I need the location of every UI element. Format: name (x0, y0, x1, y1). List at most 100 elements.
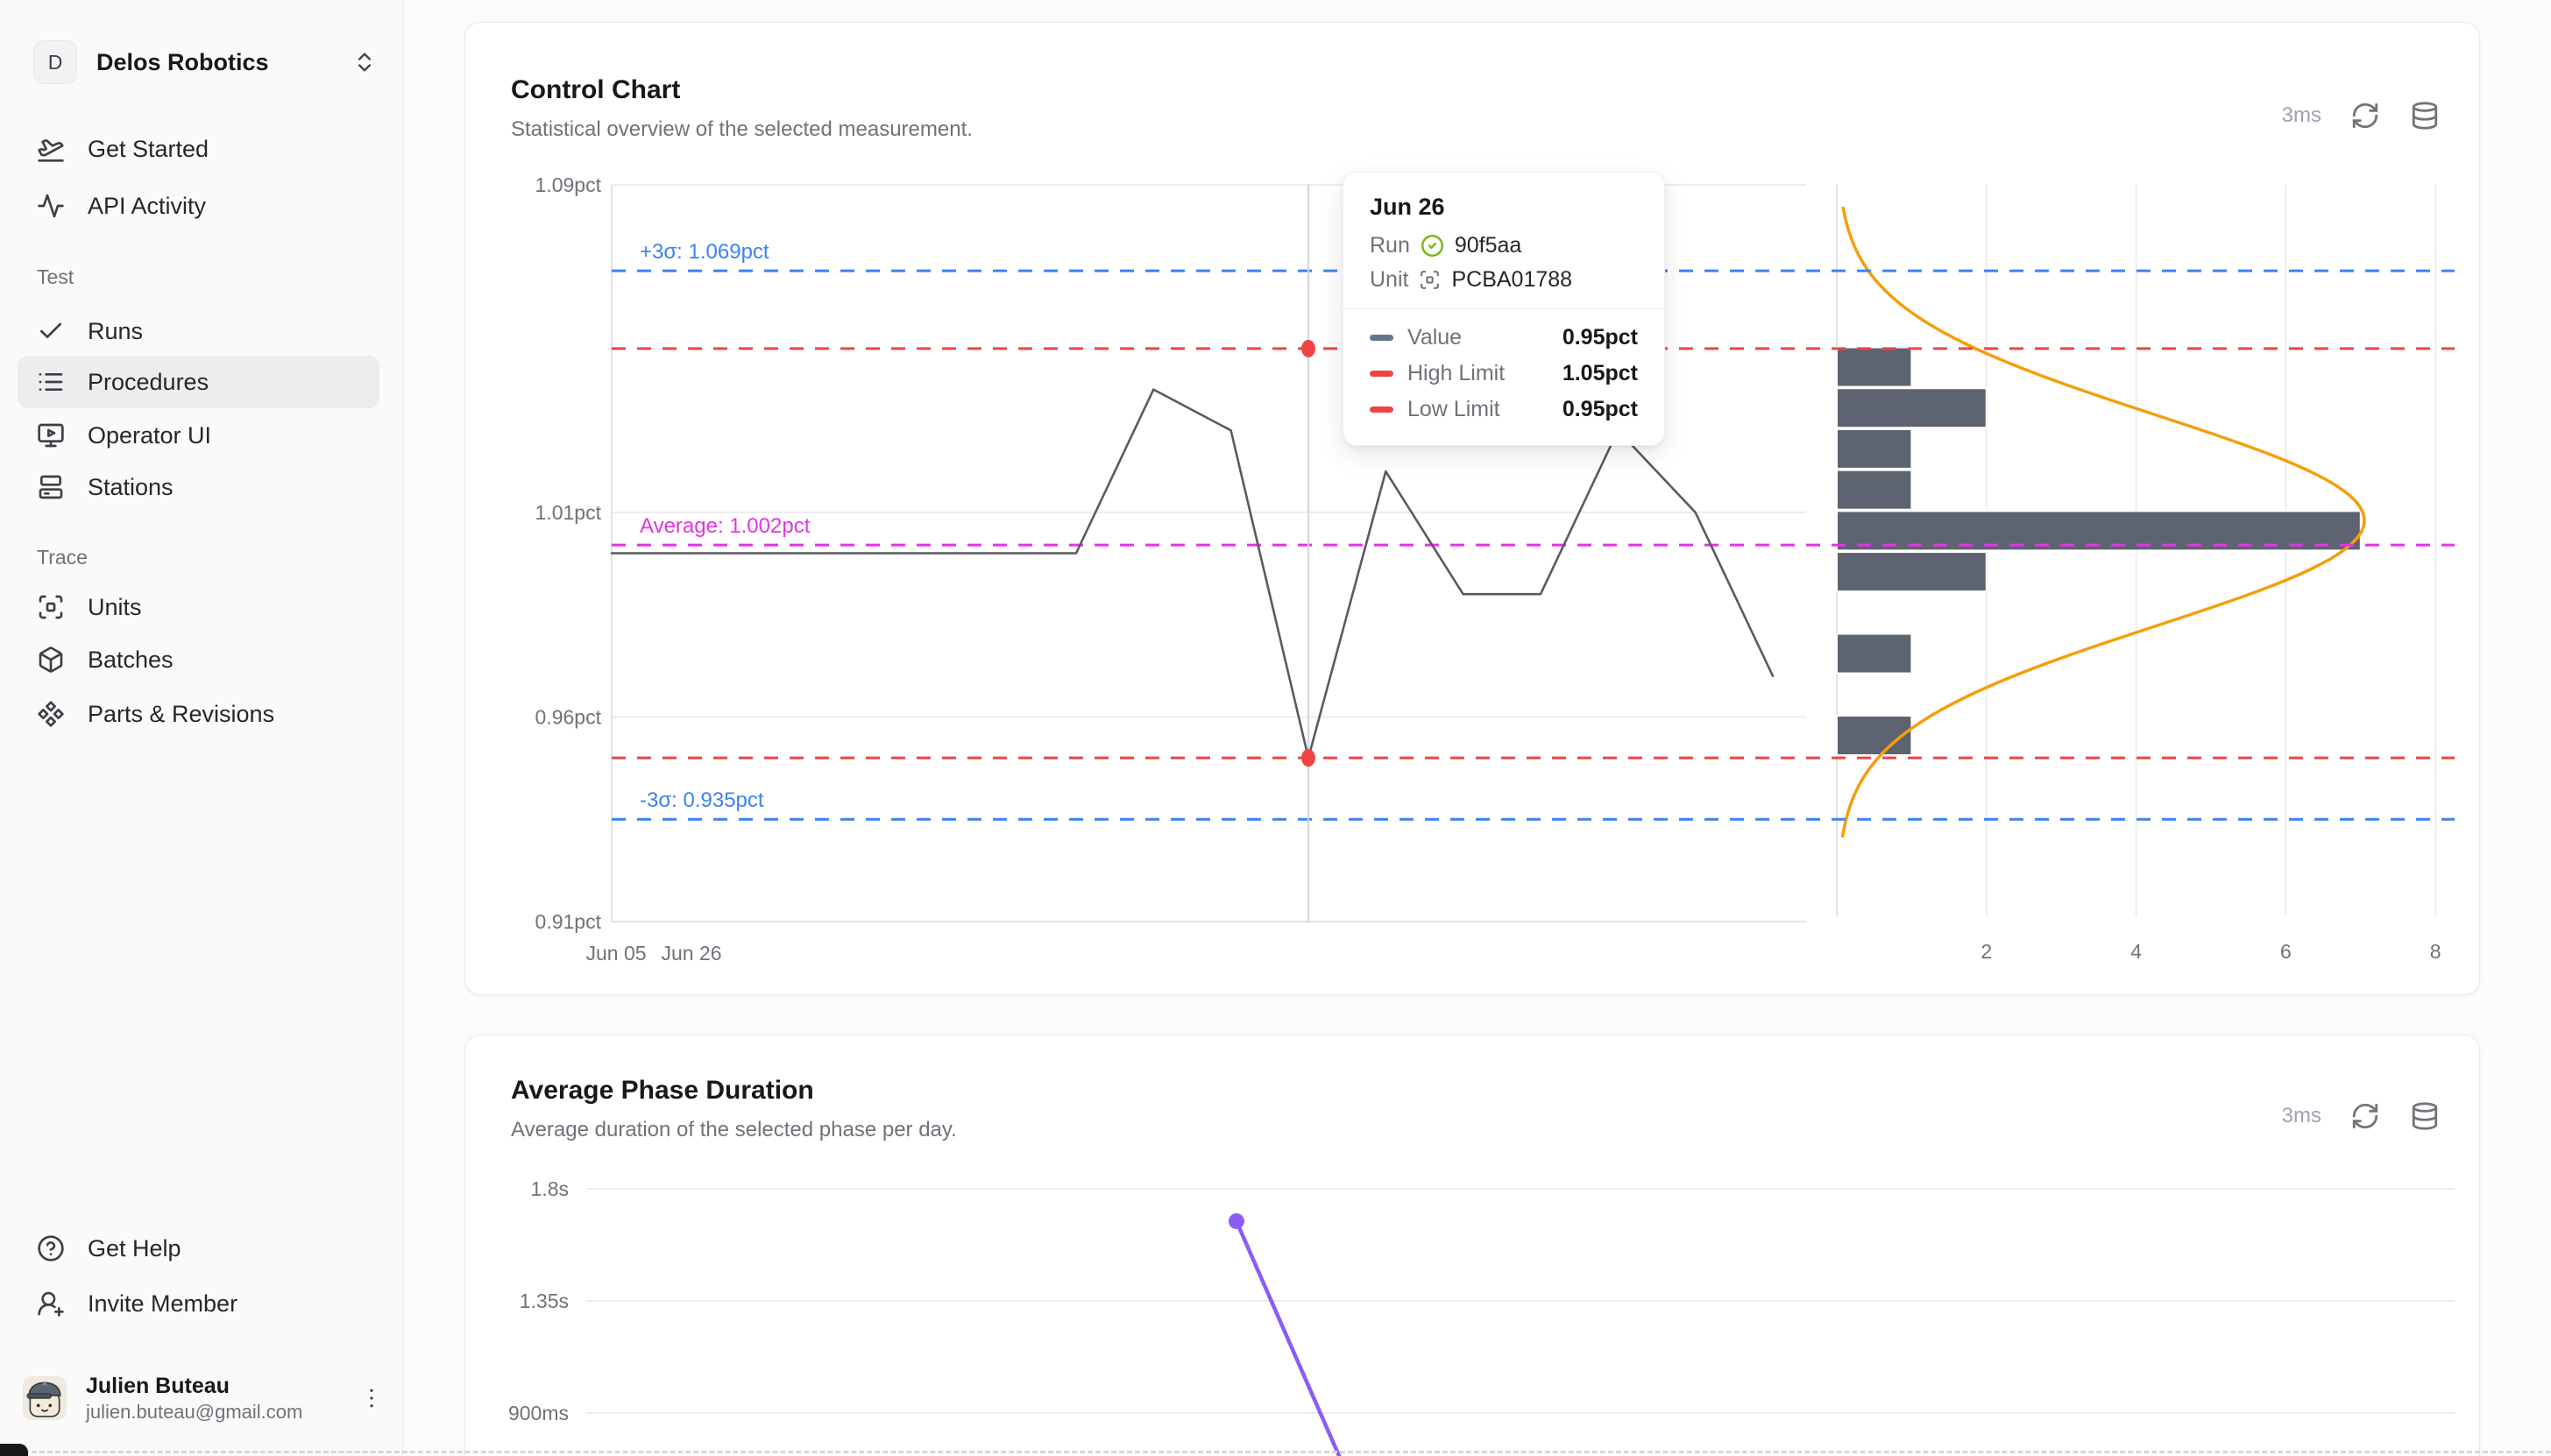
sidebar-item-stations[interactable]: Stations (18, 461, 379, 513)
user-name: Julien Buteau (86, 1373, 230, 1398)
circle-check-icon (1421, 235, 1443, 257)
sidebar-item-units[interactable]: Units (18, 581, 379, 633)
bottom-left-toast-corner (0, 1444, 28, 1456)
stations-icon (39, 475, 63, 499)
sidebar-item-get-started[interactable]: Get Started (18, 123, 379, 175)
sidebar-item-operator-ui[interactable]: Operator UI (18, 409, 379, 462)
hist-bar (1836, 428, 1913, 470)
workspace-avatar: D (33, 40, 77, 84)
refresh-icon (2352, 1103, 2378, 1129)
stat-label: High Limit (1407, 361, 1506, 385)
y-axis-tick-label: 1.01pct (535, 501, 602, 524)
sidebar-item-label: Batches (88, 646, 174, 673)
tooltip-run-row: Run 90f5aa (1370, 233, 1638, 258)
sidebar-item-label: Stations (88, 473, 174, 500)
distribution-curve (1840, 206, 2366, 838)
plus-3-sigma-label: +3σ: 1.069pct (640, 240, 769, 264)
sidebar-item-label: Get Help (88, 1234, 181, 1262)
unit-label: Unit (1370, 267, 1409, 292)
latency-badge: 3ms (2281, 103, 2321, 127)
plane-takeoff-icon (38, 139, 64, 162)
card-title: Control Chart (511, 75, 681, 104)
hist-bar (1836, 387, 1988, 429)
y-axis-tick-label: 0.96pct (535, 705, 602, 728)
sidebar-item-get-help[interactable]: Get Help (18, 1222, 379, 1275)
dots-vertical-icon (370, 1389, 373, 1408)
sidebar-item-label: API Activity (88, 192, 207, 219)
sidebar-item-api-activity[interactable]: API Activity (18, 180, 379, 232)
card-subtitle: Average duration of the selected phase p… (511, 1118, 957, 1141)
sidebar-item-parts-revisions[interactable]: Parts & Revisions (18, 688, 379, 740)
user-plus-icon (38, 1291, 64, 1317)
sidebar-item-label: Runs (88, 317, 144, 344)
sidebar-item-batches[interactable]: Batches (18, 633, 379, 686)
hist-x-tick-label: 8 (2430, 940, 2441, 963)
tooltip-unit-row: Unit PCBA01788 (1370, 267, 1638, 293)
scan-icon (1421, 271, 1440, 289)
sidebar-item-label: Invite Member (88, 1290, 238, 1317)
tooltip-date: Jun 26 (1370, 194, 1445, 220)
low-limit-hover-dot (1300, 749, 1315, 767)
tooltip-divider (1343, 308, 1664, 309)
avatar (23, 1376, 67, 1420)
card-meta: 3ms (2282, 1100, 2441, 1132)
hist-bar (1836, 346, 1913, 388)
high-limit-hover-dot (1300, 339, 1315, 357)
run-id: 90f5aa (1454, 233, 1522, 258)
hist-x-tick-label: 4 (2130, 940, 2142, 963)
data-point-dot (1228, 1212, 1244, 1229)
hist-bar (1836, 633, 1913, 675)
duration-series-line (1234, 1219, 1342, 1456)
tooltip-stat-row: Value 0.95pct (1370, 325, 1638, 350)
run-label: Run (1370, 233, 1410, 258)
bottom-dashed-divider (0, 1451, 2551, 1453)
phase-duration-card: Average Phase Duration Average duration … (464, 1035, 2480, 1456)
sidebar-item-label: Units (88, 593, 142, 620)
chart-tooltip: Jun 26 Run 90f5aa Unit PCBA01788 Value 0… (1343, 172, 1665, 446)
help-circle-icon (38, 1235, 64, 1262)
data-source-button[interactable] (2409, 100, 2441, 131)
workspace-name: Delos Robotics (96, 48, 269, 75)
stat-label: Low Limit (1407, 397, 1500, 421)
x-axis-tick-label: Jun 26 (661, 942, 721, 965)
stat-value: 1.05pct (1562, 361, 1638, 385)
control-chart-plot[interactable]: 1.09pct 1.01pct 0.96pct 0.91pct 2 4 6 8 +3σ: 1.0… (465, 23, 2481, 996)
refresh-button[interactable] (2349, 1100, 2381, 1132)
user-menu[interactable]: Julien Buteau julien.buteau@gmail.com (23, 1363, 385, 1433)
low-limit-swatch (1370, 406, 1393, 413)
refresh-button[interactable] (2349, 100, 2381, 131)
average-label: Average: 1.002pct (640, 514, 811, 538)
sidebar-item-invite-member[interactable]: Invite Member (18, 1277, 379, 1330)
workspace-switcher[interactable]: D Delos Robotics (33, 35, 377, 89)
chevrons-up-down-icon (358, 53, 371, 72)
workspace-initial: D (47, 50, 63, 74)
sidebar-section-trace: Trace (37, 546, 88, 569)
sidebar: D Delos Robotics Get Started API Activit… (0, 0, 403, 1456)
sidebar-item-procedures[interactable]: Procedures (18, 356, 379, 408)
sidebar-item-label: Parts & Revisions (88, 700, 275, 727)
phase-duration-plot[interactable]: 1.8s 1.35s 900ms (465, 1035, 2481, 1456)
component-icon (38, 701, 64, 727)
sidebar-item-label: Procedures (88, 368, 209, 395)
stat-value: 0.95pct (1562, 397, 1638, 421)
card-subtitle: Statistical overview of the selected mea… (511, 117, 973, 141)
hist-x-tick-label: 2 (1981, 940, 1992, 963)
hist-bar (1836, 551, 1988, 593)
sidebar-item-label: Get Started (88, 135, 209, 162)
check-icon (40, 322, 61, 338)
stat-label: Value (1407, 325, 1463, 350)
y-axis-tick-label: 1.09pct (535, 173, 602, 196)
stat-value: 0.95pct (1562, 325, 1638, 350)
data-source-button[interactable] (2409, 1100, 2441, 1132)
refresh-icon (2352, 102, 2378, 129)
high-limit-swatch (1370, 371, 1393, 377)
sidebar-item-runs[interactable]: Runs (18, 305, 379, 357)
latency-badge: 3ms (2281, 1104, 2321, 1127)
card-meta: 3ms (2282, 100, 2441, 131)
y-axis-tick-label: 0.91pct (535, 910, 602, 933)
hist-x-tick-label: 6 (2280, 940, 2292, 963)
y-axis-tick-label: 1.8s (531, 1177, 569, 1200)
sidebar-item-label: Operator UI (88, 421, 212, 449)
control-chart-card: Control Chart Statistical overview of th… (464, 22, 2480, 995)
